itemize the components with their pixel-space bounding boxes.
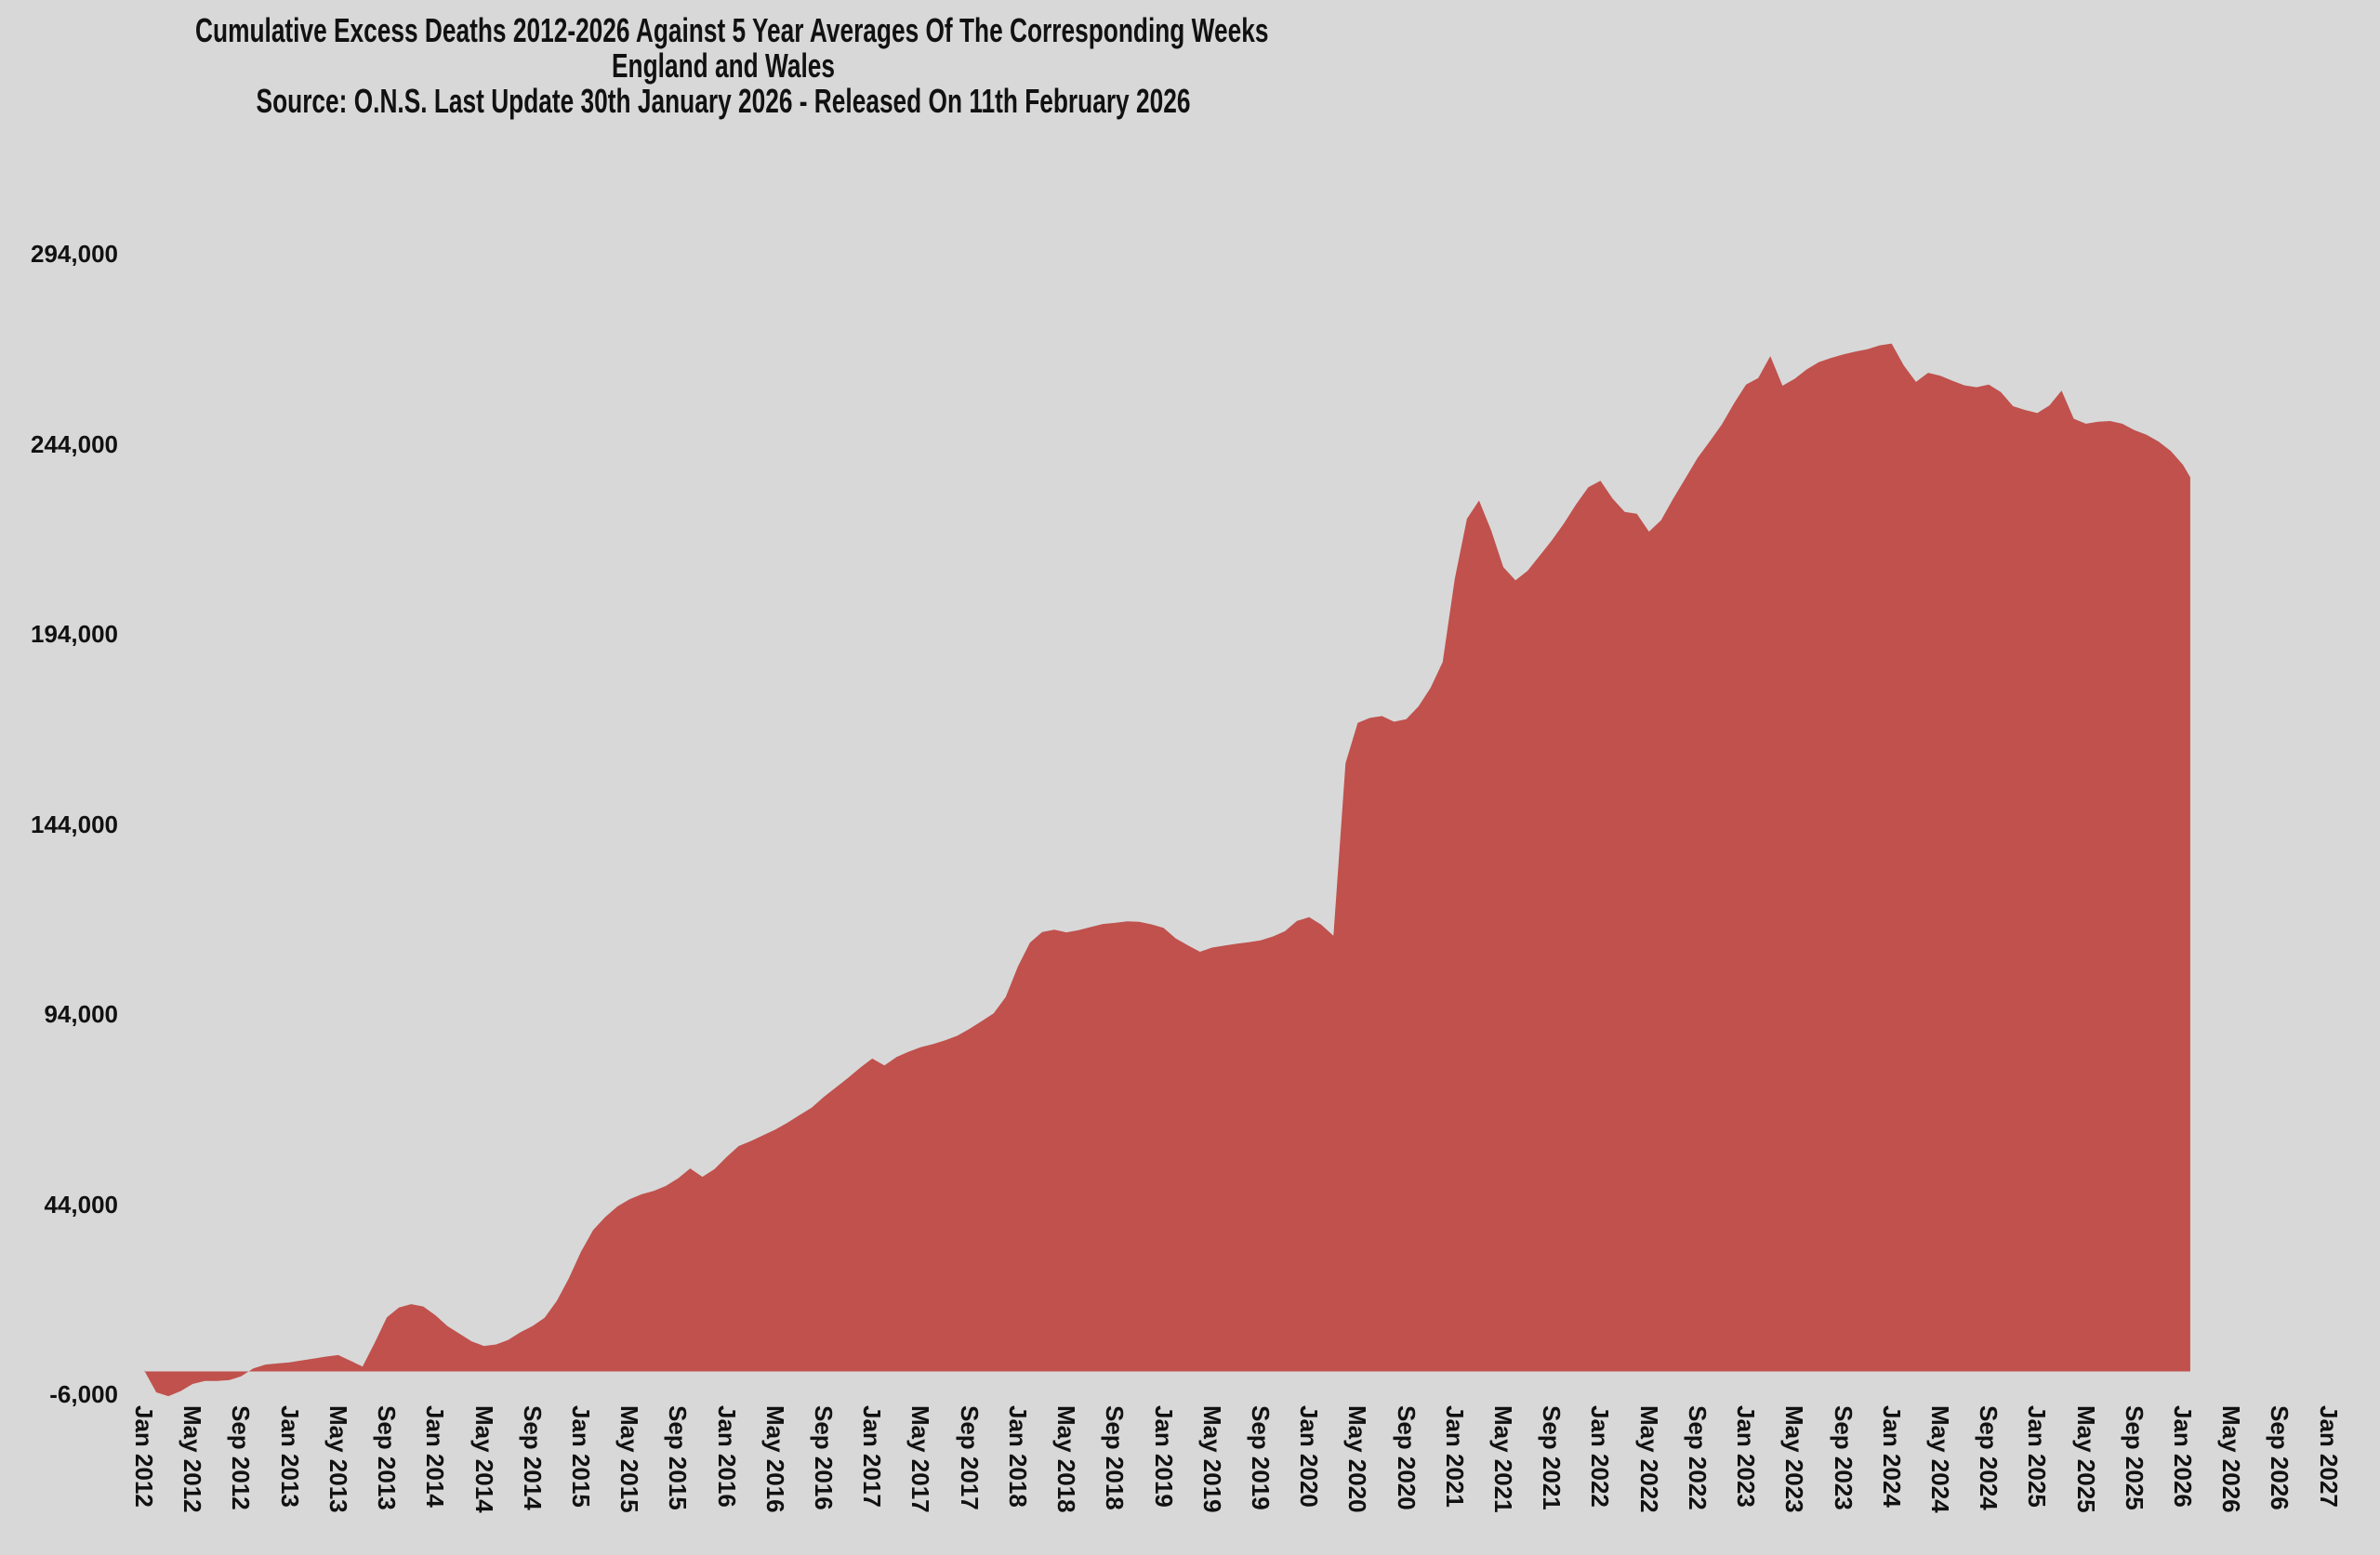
x-axis-label: Sep 2015	[664, 1405, 693, 1510]
y-axis-label: 44,000	[44, 1190, 118, 1219]
y-axis-label: 294,000	[31, 240, 118, 269]
x-axis-label: May 2026	[2217, 1405, 2246, 1513]
x-axis-label: Jan 2021	[1440, 1405, 1469, 1508]
x-axis-label: Jan 2020	[1295, 1405, 1324, 1508]
x-axis-label: Sep 2018	[1101, 1405, 1130, 1510]
x-axis-label: Sep 2012	[227, 1405, 256, 1510]
x-axis-label: Jan 2023	[1732, 1405, 1761, 1508]
y-axis-label: 244,000	[31, 429, 118, 458]
x-axis-label: Jan 2025	[2023, 1405, 2052, 1508]
x-axis-label: May 2022	[1634, 1405, 1663, 1513]
x-axis-label: Sep 2019	[1246, 1405, 1275, 1510]
x-axis-label: May 2014	[469, 1405, 498, 1513]
x-axis-label: Sep 2025	[2120, 1405, 2149, 1510]
x-axis-label: Sep 2021	[1538, 1405, 1567, 1510]
x-axis-label: May 2025	[2071, 1405, 2100, 1513]
excess-deaths-area	[144, 343, 2190, 1397]
x-axis-label: Jan 2016	[712, 1405, 741, 1508]
x-axis-label: Jan 2024	[1877, 1405, 1906, 1508]
chart-title-line1: Cumulative Excess Deaths 2012-2026 Again…	[195, 11, 1269, 49]
y-axis-label: 144,000	[31, 810, 118, 838]
x-axis-label: Sep 2026	[2266, 1405, 2294, 1510]
x-axis-label: Jan 2027	[2314, 1405, 2343, 1508]
x-axis-label: Jan 2015	[566, 1405, 595, 1508]
x-axis-label: May 2024	[1925, 1405, 1954, 1513]
chart-title-line3-source: Source: O.N.S. Last Update 30th January …	[256, 82, 1191, 120]
x-axis-label: Sep 2014	[518, 1405, 547, 1510]
x-axis-label: Jan 2019	[1149, 1405, 1178, 1508]
x-axis-label: Sep 2016	[810, 1405, 838, 1510]
y-axis-label: 94,000	[44, 1000, 118, 1029]
x-axis-label: May 2021	[1489, 1405, 1518, 1513]
x-axis-label: May 2017	[906, 1405, 935, 1513]
x-axis-label: Sep 2013	[373, 1405, 402, 1510]
x-axis-label: Jan 2012	[130, 1405, 158, 1508]
x-axis-label: May 2013	[324, 1405, 352, 1513]
x-axis-label: Sep 2024	[1975, 1405, 2003, 1510]
x-axis-label: Sep 2020	[1392, 1405, 1421, 1510]
x-axis-label: May 2015	[615, 1405, 644, 1513]
x-axis-label: May 2019	[1197, 1405, 1226, 1513]
x-axis-label: Jan 2022	[1586, 1405, 1615, 1508]
x-axis-label: Jan 2014	[421, 1405, 450, 1508]
x-axis-label: May 2016	[760, 1405, 789, 1513]
chart-title-line2: England and Wales	[612, 46, 835, 85]
x-axis-label: Sep 2022	[1683, 1405, 1712, 1510]
x-axis-label: Sep 2023	[1829, 1405, 1858, 1510]
x-axis-label: May 2012	[178, 1405, 207, 1513]
y-axis-label: -6,000	[49, 1380, 118, 1409]
y-axis-label: 194,000	[31, 620, 118, 649]
x-axis-label: Jan 2026	[2169, 1405, 2198, 1508]
x-axis-label: May 2020	[1343, 1405, 1372, 1513]
x-axis-label: Sep 2017	[955, 1405, 984, 1510]
x-axis-label: Jan 2013	[275, 1405, 304, 1508]
x-axis-label: Jan 2018	[1003, 1405, 1032, 1508]
x-axis-label: Jan 2017	[858, 1405, 887, 1508]
chart-title-block: Cumulative Excess Deaths 2012-2026 Again…	[195, 11, 1269, 120]
x-axis-label: May 2023	[1780, 1405, 1809, 1513]
x-axis-label: May 2018	[1052, 1405, 1081, 1513]
